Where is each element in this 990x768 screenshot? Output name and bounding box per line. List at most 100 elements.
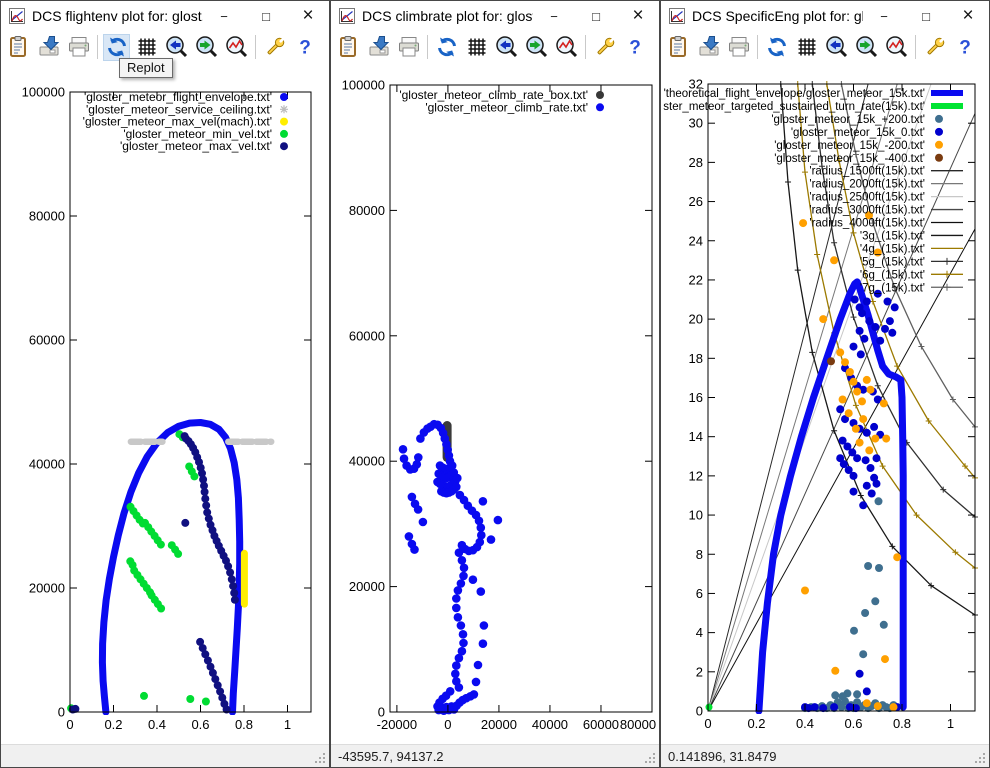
svg-text:0.8: 0.8 xyxy=(893,716,911,731)
svg-text:10: 10 xyxy=(689,508,703,523)
grid-icon[interactable] xyxy=(463,34,490,61)
svg-text:1: 1 xyxy=(284,717,291,732)
options-icon[interactable] xyxy=(591,34,618,61)
toolbar-separator xyxy=(585,35,586,59)
status-bar: 0.141896, 31.8479 xyxy=(661,744,989,767)
minimize-button[interactable]: − xyxy=(863,1,905,31)
window-flightenv: DCS flightenv plot for: glost... − □ × ?… xyxy=(0,0,330,768)
export-plot-icon[interactable] xyxy=(695,34,722,61)
close-button[interactable]: × xyxy=(287,1,329,31)
svg-text:100000: 100000 xyxy=(342,78,385,93)
svg-text:20000: 20000 xyxy=(29,581,65,596)
svg-text:0: 0 xyxy=(378,705,385,720)
export-plot-icon[interactable] xyxy=(35,34,62,61)
resize-grip[interactable] xyxy=(314,752,327,765)
svg-text:100000: 100000 xyxy=(22,85,65,100)
gnuplot-app-icon xyxy=(669,8,685,24)
zoom-next-icon[interactable] xyxy=(523,34,550,61)
svg-text:40000: 40000 xyxy=(532,717,568,732)
svg-text:ster_meteor_targeted_sustained: ster_meteor_targeted_sustained_turn_rate… xyxy=(663,101,925,113)
maximize-button[interactable]: □ xyxy=(905,1,947,31)
svg-text:0: 0 xyxy=(704,716,711,731)
zoom-autoscale-icon[interactable] xyxy=(223,34,250,61)
plot-canvas-flightenv[interactable]: 00.20.40.60.8102000040000600008000010000… xyxy=(1,63,331,746)
svg-text:12: 12 xyxy=(689,468,703,483)
zoom-autoscale-icon[interactable] xyxy=(553,34,580,61)
svg-text:'7g_(15k).txt': '7g_(15k).txt' xyxy=(860,282,925,294)
svg-text:'gloster_meteor_15k_+200.txt': 'gloster_meteor_15k_+200.txt' xyxy=(771,114,925,126)
svg-text:1: 1 xyxy=(947,716,954,731)
titlebar[interactable]: DCS climbrate plot for: glost... − □ × xyxy=(331,1,659,31)
maximize-button[interactable]: □ xyxy=(245,1,287,31)
svg-text:?: ? xyxy=(959,38,971,59)
window-title: DCS flightenv plot for: glost... xyxy=(32,8,203,24)
minimize-button[interactable]: − xyxy=(203,1,245,31)
plot-canvas-specificeng[interactable]: 00.20.40.60.8102468101214161820222426283… xyxy=(661,63,990,746)
zoom-next-icon[interactable] xyxy=(853,34,880,61)
svg-text:0.2: 0.2 xyxy=(104,717,122,732)
copy-to-clipboard-icon[interactable] xyxy=(5,34,32,61)
print-icon[interactable] xyxy=(395,34,422,61)
plot-canvas-climbrate[interactable]: -200000200004000060000800000200004000060… xyxy=(331,63,661,746)
svg-text:60000: 60000 xyxy=(29,333,65,348)
svg-text:80000: 80000 xyxy=(620,717,656,732)
options-icon[interactable] xyxy=(921,34,948,61)
zoom-autoscale-icon[interactable] xyxy=(883,34,910,61)
toolbar-separator xyxy=(255,35,256,59)
gnuplot-app-icon xyxy=(9,8,25,24)
print-icon[interactable] xyxy=(65,34,92,61)
zoom-next-icon[interactable] xyxy=(193,34,220,61)
svg-text:30: 30 xyxy=(689,116,703,131)
replot-tooltip: Replot xyxy=(119,58,173,78)
svg-text:16: 16 xyxy=(689,390,703,405)
export-plot-icon[interactable] xyxy=(365,34,392,61)
status-text: -43595.7, 94137.2 xyxy=(338,749,444,764)
copy-to-clipboard-icon[interactable] xyxy=(665,34,692,61)
help-icon[interactable]: ? xyxy=(291,34,318,61)
titlebar[interactable]: DCS SpecificEng plot for: glo... − □ × xyxy=(661,1,989,31)
svg-text:'gloster_meteor_15k_-400.txt': 'gloster_meteor_15k_-400.txt' xyxy=(774,153,925,165)
help-icon[interactable]: ? xyxy=(951,34,978,61)
grid-icon[interactable] xyxy=(133,34,160,61)
copy-to-clipboard-icon[interactable] xyxy=(335,34,362,61)
svg-text:0.4: 0.4 xyxy=(148,717,166,732)
svg-text:40000: 40000 xyxy=(349,454,385,469)
svg-text:0: 0 xyxy=(696,704,703,719)
svg-text:'3g_(15k).txt': '3g_(15k).txt' xyxy=(860,230,925,242)
window-controls: − □ × xyxy=(863,1,989,31)
print-icon[interactable] xyxy=(725,34,752,61)
grid-icon[interactable] xyxy=(793,34,820,61)
minimize-button[interactable]: − xyxy=(533,1,575,31)
zoom-previous-icon[interactable] xyxy=(823,34,850,61)
svg-text:20000: 20000 xyxy=(481,717,517,732)
toolbar-separator xyxy=(915,35,916,59)
zoom-previous-icon[interactable] xyxy=(493,34,520,61)
close-button[interactable]: × xyxy=(617,1,659,31)
svg-text:'gloster_meteor_climb_rate.txt: 'gloster_meteor_climb_rate.txt' xyxy=(425,100,588,114)
replot-icon[interactable] xyxy=(433,34,460,61)
svg-text:0: 0 xyxy=(66,717,73,732)
toolbar-separator xyxy=(97,35,98,59)
resize-grip[interactable] xyxy=(644,752,657,765)
svg-text:?: ? xyxy=(629,38,641,59)
maximize-button[interactable]: □ xyxy=(575,1,617,31)
titlebar[interactable]: DCS flightenv plot for: glost... − □ × xyxy=(1,1,329,31)
help-icon[interactable]: ? xyxy=(621,34,648,61)
replot-icon[interactable] xyxy=(763,34,790,61)
svg-text:2: 2 xyxy=(696,664,703,679)
svg-text:6: 6 xyxy=(696,586,703,601)
window-controls: − □ × xyxy=(533,1,659,31)
svg-text:80000: 80000 xyxy=(29,209,65,224)
close-button[interactable]: × xyxy=(947,1,989,31)
svg-text:0.6: 0.6 xyxy=(191,717,209,732)
options-icon[interactable] xyxy=(261,34,288,61)
window-specificeng: DCS SpecificEng plot for: glo... − □ × ?… xyxy=(660,0,990,768)
resize-grip[interactable] xyxy=(974,752,987,765)
replot-icon[interactable] xyxy=(103,34,130,61)
svg-text:0: 0 xyxy=(444,717,451,732)
svg-text:4: 4 xyxy=(696,625,703,640)
toolbar-separator xyxy=(427,35,428,59)
gnuplot-app-icon xyxy=(339,8,355,24)
svg-text:60000: 60000 xyxy=(349,328,385,343)
zoom-previous-icon[interactable] xyxy=(163,34,190,61)
